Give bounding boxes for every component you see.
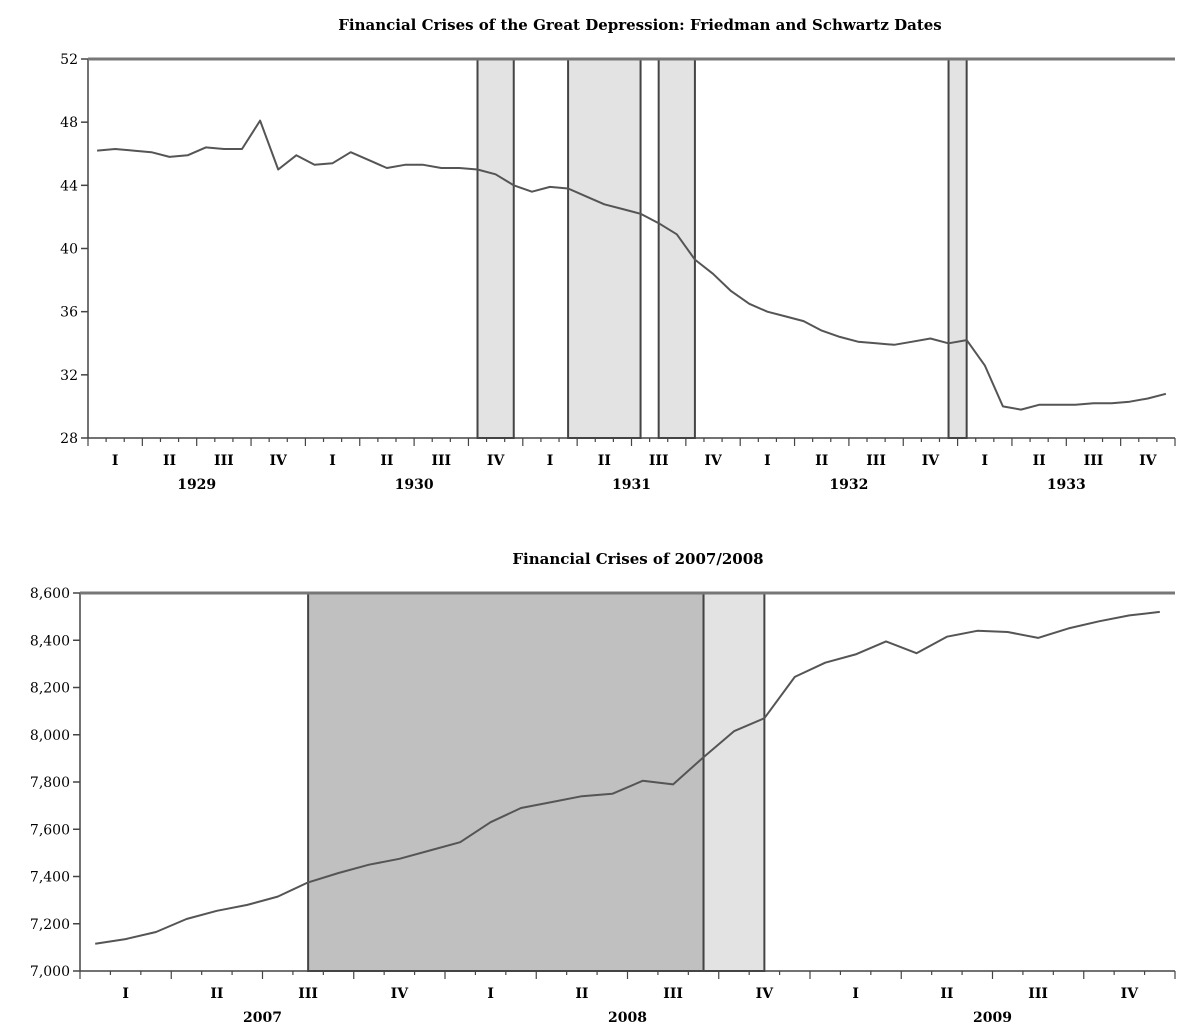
y-tick-label: 7,800 — [30, 775, 70, 791]
quarter-label: II — [815, 453, 828, 469]
quarter-label: II — [940, 986, 953, 1002]
quarter-label: II — [598, 453, 611, 469]
quarter-label: II — [210, 986, 223, 1002]
year-label: 1932 — [829, 477, 868, 493]
year-label: 2007 — [243, 1010, 282, 1026]
crisis-band-1 — [307, 592, 705, 972]
quarter-label: I — [981, 453, 988, 469]
crisis-2007-2008-chart-svg: Financial Crises of 2007/2008 7,000 7,200… — [30, 550, 1176, 1026]
y-tick-label: 36 — [60, 305, 78, 321]
year-label: 1930 — [395, 477, 434, 493]
quarter-label: I — [852, 986, 859, 1002]
y-tick-label: 40 — [60, 242, 78, 258]
quarter-label: III — [649, 453, 669, 469]
quarter-label: IV — [270, 453, 289, 469]
quarter-label: IV — [1121, 986, 1140, 1002]
quarter-label: II — [163, 453, 176, 469]
quarter-label: IV — [922, 453, 941, 469]
quarter-label: II — [380, 453, 393, 469]
y-tick-label: 8,400 — [30, 633, 70, 649]
year-label: 1933 — [1047, 477, 1086, 493]
chart-title: Financial Crises of 2007/2008 — [512, 550, 763, 568]
y-tick-label: 32 — [60, 368, 78, 384]
quarter-label: III — [298, 986, 318, 1002]
y-tick-label: 52 — [60, 52, 78, 68]
quarter-label: IV — [756, 986, 775, 1002]
quarter-label: III — [431, 453, 451, 469]
quarter-label: I — [329, 453, 336, 469]
year-label: 1929 — [177, 477, 216, 493]
quarter-label: IV — [487, 453, 506, 469]
great-depression-chart: Financial Crises of the Great Depression… — [60, 16, 1176, 493]
y-tick-label: 8,600 — [30, 586, 70, 602]
year-label: 1931 — [612, 477, 651, 493]
quarter-label: IV — [704, 453, 723, 469]
y-tick-label: 7,600 — [30, 822, 70, 838]
quarter-label: I — [112, 453, 119, 469]
chart-title: Financial Crises of the Great Depression… — [338, 16, 942, 34]
y-tick-label: 28 — [60, 431, 78, 447]
quarter-label: I — [122, 986, 129, 1002]
quarter-label: II — [575, 986, 588, 1002]
series-line — [95, 610, 1160, 945]
y-tick-label: 7,400 — [30, 870, 70, 886]
crisis-band-3 — [657, 58, 696, 439]
crisis-band-2 — [567, 58, 642, 439]
year-label: 2008 — [608, 1010, 647, 1026]
y-tick-label: 7,200 — [30, 917, 70, 933]
quarter-label: I — [764, 453, 771, 469]
y-tick-label: 8,000 — [30, 728, 70, 744]
quarter-label: IV — [1139, 453, 1158, 469]
great-depression-chart-svg: Financial Crises of the Great Depression… — [60, 16, 1176, 493]
series-line — [97, 119, 1167, 411]
crisis-band-4 — [947, 58, 968, 439]
y-tick-label: 48 — [60, 115, 78, 131]
y-tick-label: 44 — [60, 178, 78, 194]
quarter-label: III — [663, 986, 683, 1002]
crisis-2007-2008-chart: Financial Crises of 2007/2008 7,000 7,200… — [0, 535, 1177, 1030]
y-tick-label: 7,000 — [30, 964, 70, 980]
quarter-label: IV — [391, 986, 410, 1002]
crisis-band-1 — [476, 58, 515, 439]
quarter-label: III — [1028, 986, 1048, 1002]
year-label: 2009 — [973, 1010, 1012, 1026]
quarter-label: III — [1084, 453, 1104, 469]
quarter-label: III — [866, 453, 886, 469]
quarter-label: I — [547, 453, 554, 469]
quarter-label: III — [214, 453, 234, 469]
quarter-label: II — [1033, 453, 1046, 469]
quarter-label: I — [487, 986, 494, 1002]
crisis-band-2 — [702, 592, 766, 972]
y-tick-label: 8,200 — [30, 681, 70, 697]
